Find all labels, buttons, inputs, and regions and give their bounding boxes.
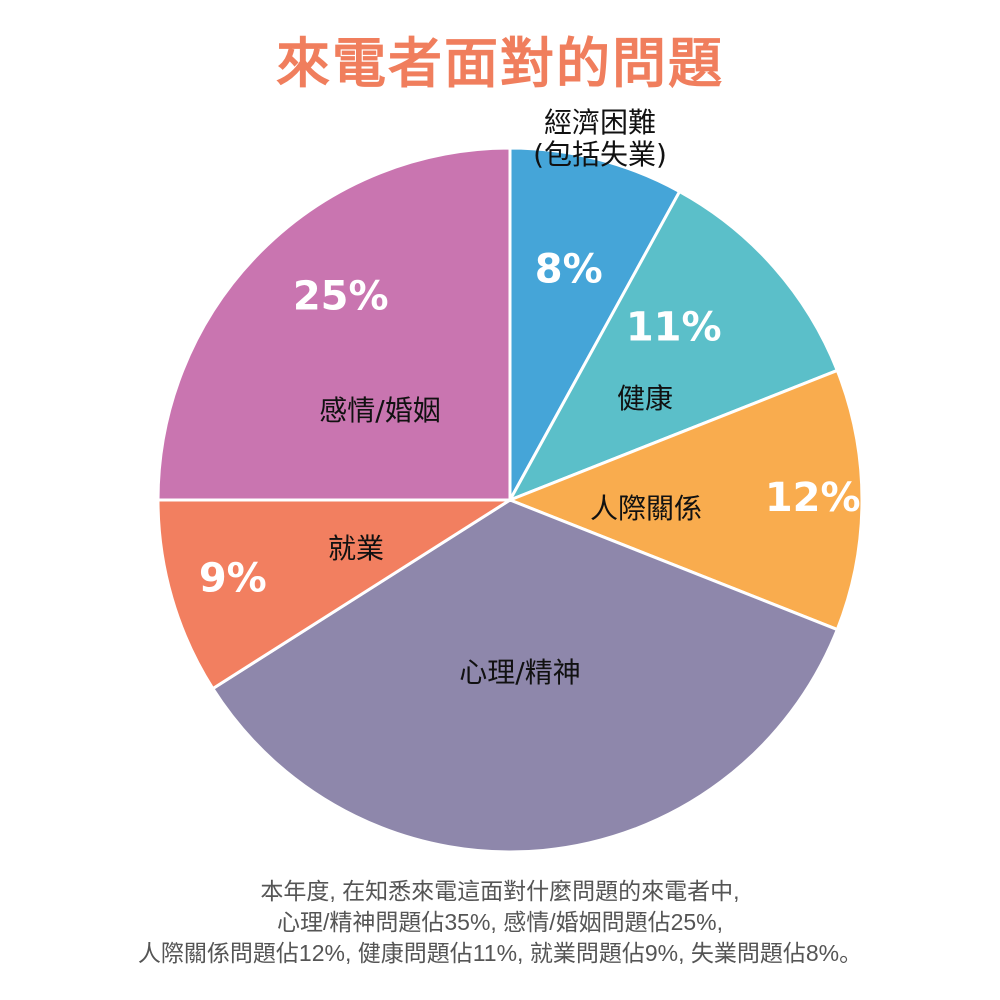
chart-title: 來電者面對的問題 bbox=[276, 32, 724, 95]
pie-category-label-5: 就業 bbox=[328, 532, 384, 565]
pie-value-label-1: 8% bbox=[535, 247, 603, 293]
pie-category-label-line: 心理/精神 bbox=[459, 656, 580, 689]
pie-slice-1 bbox=[508, 146, 682, 502]
pie-category-label-line: 人際關係 bbox=[590, 492, 702, 525]
footer-line-2: 心理/精神問題佔35%, 感情/婚姻問題佔25%, bbox=[276, 909, 724, 935]
pie-value-label-5: 9% bbox=[199, 556, 267, 602]
pie-value-label-2: 11% bbox=[626, 305, 722, 351]
pie-slice-3 bbox=[508, 368, 864, 632]
pie-slice-6 bbox=[156, 146, 512, 502]
pie-category-label-6: 感情/婚姻 bbox=[319, 394, 440, 427]
pie-slice-4 bbox=[211, 498, 839, 854]
pie-category-label-line: 經濟困難 bbox=[544, 106, 656, 139]
pie-category-label-line: 健康 bbox=[617, 382, 673, 415]
pie-value-label-6: 25% bbox=[293, 274, 389, 320]
footer-line-3: 人際關係問題佔12%, 健康問題佔11%, 就業問題佔9%, 失業問題佔8%。 bbox=[137, 940, 863, 966]
pie-slice-5 bbox=[156, 498, 512, 691]
footer-line-1: 本年度, 在知悉來電這面對什麼問題的來電者中, bbox=[260, 878, 740, 904]
pie-category-label-2: 健康 bbox=[617, 382, 673, 415]
pie-category-label-line: 感情/婚姻 bbox=[319, 394, 440, 427]
pie-category-label-4: 心理/精神 bbox=[459, 656, 580, 689]
pie-category-label-line: (包括失業) bbox=[533, 138, 667, 171]
pie-slice-2 bbox=[508, 190, 839, 502]
pie-category-label-3: 人際關係 bbox=[590, 492, 702, 525]
pie-category-label-1: 經濟困難(包括失業) bbox=[533, 106, 667, 171]
pie-category-label-line: 就業 bbox=[328, 532, 384, 565]
pie-value-label-3: 12% bbox=[765, 475, 861, 521]
pie-slices bbox=[156, 146, 864, 854]
